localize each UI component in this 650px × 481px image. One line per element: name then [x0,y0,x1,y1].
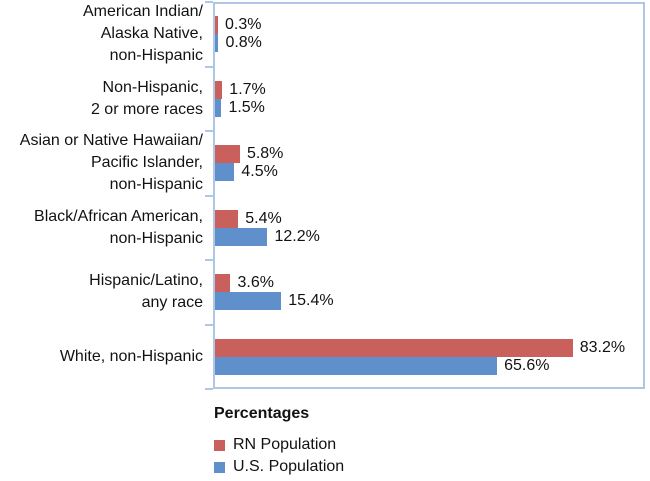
bar-line: 5.8% [215,145,284,164]
chart-row: American Indian/ Alaska Native, non-Hisp… [0,2,650,67]
value-label: 3.6% [237,274,274,292]
chart-row: Asian or Native Hawaiian/ Pacific Island… [0,131,650,196]
chart-row: White, non-Hispanic 83.2% 65.6% [0,325,650,390]
bar-rn-population [215,145,240,164]
legend-swatch-us-population [214,461,225,473]
bar-line: 15.4% [215,292,334,311]
value-label: 0.8% [225,34,262,52]
value-label: 5.8% [246,145,284,163]
axis-tick [205,388,213,390]
value-label: 65.6% [504,356,550,374]
bar-u-s-population [215,34,219,53]
bar-pair: 5.8% 4.5% [215,145,284,182]
bar-pair: 0.3% 0.8% [215,16,262,53]
value-label: 0.3% [225,16,262,34]
legend-label-rn-population: RN Population [233,436,337,453]
category-label: Asian or Native Hawaiian/ Pacific Island… [19,132,203,194]
value-label: 15.4% [288,292,334,310]
value-label: 83.2% [579,338,626,356]
bar-line: 4.5% [215,163,283,182]
bar-line: 65.6% [215,356,625,375]
bar-rn-population [215,80,223,99]
value-label: 1.7% [229,80,266,98]
bar-line: 12.2% [215,227,320,246]
rows: American Indian/ Alaska Native, non-Hisp… [0,2,650,389]
category-label: American Indian/ Alaska Native, non-Hisp… [82,3,203,65]
bar-line: 3.6% [215,274,334,293]
bar-u-s-population [215,292,282,311]
bar-u-s-population [215,163,235,182]
legend-label-us-population: U.S. Population [233,458,345,475]
bar-u-s-population [215,356,498,375]
legend: Percentages RN Population U.S. Populatio… [214,405,344,478]
legend-item-us-population: U.S. Population [214,456,344,478]
category-label: Hispanic/Latino, any race [89,272,203,312]
axis-tick [205,130,213,132]
category-label: White, non-Hispanic [59,347,203,365]
axis-tick [205,259,213,261]
bar-line: 1.5% [215,98,266,117]
bar-pair: 5.4% 12.2% [215,209,320,246]
bar-rn-population [215,209,239,228]
category-label: Black/African American, non-Hispanic [34,207,203,247]
bar-line: 1.7% [215,80,266,99]
category-label: Non-Hispanic, 2 or more races [90,78,203,118]
axis-tick [205,195,213,197]
legend-swatch-rn-population [214,439,225,451]
chart-row: Hispanic/Latino, any race 3.6% 15.4% [0,260,650,325]
bar-pair: 3.6% 15.4% [215,274,334,311]
bar-line: 5.4% [215,209,320,228]
value-label: 12.2% [274,227,320,245]
bar-line: 83.2% [215,338,626,357]
legend-title: Percentages [214,405,310,422]
bar-pair: 83.2% 65.6% [215,338,626,375]
value-label: 4.5% [241,163,278,181]
bar-u-s-population [215,227,268,246]
bar-line: 0.3% [215,16,262,35]
chart-row: Black/African American, non-Hispanic 5.4%… [0,196,650,261]
value-label: 1.5% [228,98,265,116]
axis-tick [205,1,213,3]
bar-u-s-population [215,98,222,117]
axis-tick [205,66,213,68]
value-label: 5.4% [245,209,282,227]
legend-item-rn-population: RN Population [214,434,344,456]
bar-rn-population [215,338,573,357]
axis-tick [205,324,213,326]
plot-area [213,2,645,389]
bar-pair: 1.7% 1.5% [215,80,266,117]
chart-row: Non-Hispanic, 2 or more races 1.7% 1.5% [0,67,650,132]
bar-rn-population [215,16,218,35]
bar-rn-population [215,274,231,293]
bar-line: 0.8% [215,34,262,53]
